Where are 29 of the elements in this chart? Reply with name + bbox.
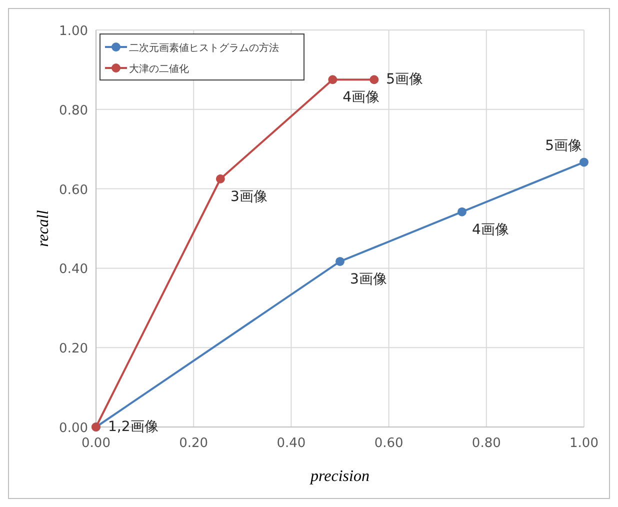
annotation: 4画像 (472, 222, 509, 238)
y-axis-title: recall (35, 210, 52, 247)
x-tick-label: 0.00 (82, 436, 110, 451)
y-tick-label: 0.00 (59, 421, 88, 436)
point (336, 256, 344, 266)
x-axis-title: precision (310, 468, 370, 485)
annotation: 5画像 (386, 72, 424, 88)
y-tick-label: 0.40 (59, 262, 88, 278)
point (458, 207, 466, 216)
point (216, 174, 225, 184)
annotation: 4画像 (342, 90, 380, 106)
annotation: 5画像 (545, 138, 582, 154)
y-tick-label: 1.00 (59, 24, 88, 39)
point (370, 75, 379, 84)
y-tick-label: 0.20 (59, 342, 88, 357)
y-tick-label: 0.80 (59, 103, 88, 118)
legend-label: 二次元画素値ヒストグラムの方法 (129, 42, 279, 54)
point (580, 158, 588, 167)
annotation: 3画像 (350, 271, 387, 288)
x-tick-label: 0.60 (374, 436, 404, 451)
annotation: 3画像 (230, 188, 268, 205)
point (328, 75, 338, 84)
y-tick-label: 0.60 (59, 182, 88, 198)
annotation: 1,2画像 (108, 419, 158, 435)
x-tick-label: 0.20 (179, 436, 208, 451)
legend-label: 大津の二値化 (129, 63, 189, 75)
x-tick-label: 1.00 (570, 436, 598, 451)
x-tick-label: 0.80 (472, 436, 501, 451)
x-tick-label: 0.40 (276, 436, 306, 451)
